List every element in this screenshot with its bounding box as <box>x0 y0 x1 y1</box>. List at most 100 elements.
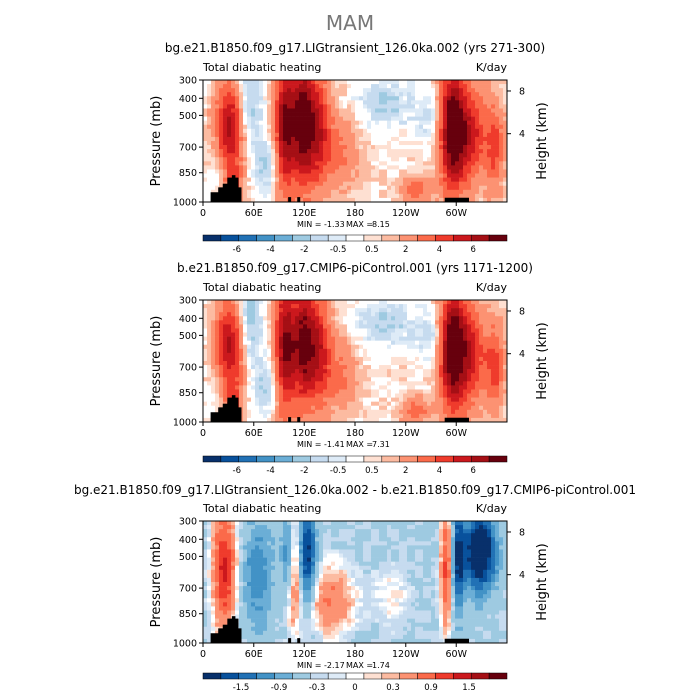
heatmap-cell <box>411 401 416 407</box>
heatmap-cell <box>331 393 336 398</box>
heatmap-cell <box>503 120 508 126</box>
heatmap-cell <box>471 88 476 93</box>
heatmap-cell <box>271 348 276 354</box>
heatmap-cell <box>267 193 272 199</box>
heatmap-cell <box>447 92 452 97</box>
heatmap-cell <box>367 88 372 93</box>
heatmap-cell <box>455 157 460 162</box>
heatmap-cell <box>375 92 380 97</box>
heatmap-cell <box>271 304 276 309</box>
heatmap-cell <box>403 141 408 146</box>
heatmap-cell <box>247 177 252 182</box>
heatmap-cell <box>483 100 488 105</box>
heatmap-cell <box>371 413 376 419</box>
heatmap-cell <box>387 324 392 329</box>
heatmap-cell <box>439 132 444 138</box>
heatmap-cell <box>211 112 216 117</box>
heatmap-cell <box>211 521 216 526</box>
heatmap-cell <box>435 128 440 134</box>
heatmap-cell <box>215 328 220 333</box>
heatmap-cell <box>495 120 500 126</box>
heatmap-cell <box>279 161 284 166</box>
heatmap-cell <box>483 417 488 423</box>
heatmap-cell <box>295 189 300 195</box>
heatmap-cell <box>207 104 212 109</box>
heatmap-cell <box>407 521 412 526</box>
heatmap-cell <box>243 128 248 134</box>
heatmap-cell <box>243 312 248 317</box>
heatmap-cell <box>279 185 284 191</box>
heatmap-cell <box>223 316 228 321</box>
heatmap-cell <box>419 145 424 150</box>
heatmap-cell <box>323 332 328 337</box>
heatmap-cell <box>359 136 364 142</box>
heatmap-cell <box>239 348 244 354</box>
heatmap-cell <box>491 165 496 170</box>
heatmap-cell <box>259 320 264 325</box>
heatmap-cell <box>351 128 356 134</box>
heatmap-cell <box>351 157 356 162</box>
heatmap-cell <box>359 84 364 89</box>
heatmap-cell <box>339 185 344 191</box>
heatmap-cell <box>355 153 360 158</box>
heatmap-cell <box>283 145 288 150</box>
heatmap-cell <box>239 308 244 313</box>
heatmap-cell <box>259 189 264 195</box>
heatmap-cell <box>311 316 316 321</box>
heatmap-cell <box>307 116 312 121</box>
heatmap-cell <box>427 413 432 419</box>
heatmap-cell <box>451 352 456 358</box>
heatmap-cell <box>439 308 444 313</box>
heatmap-cell <box>467 361 472 366</box>
heatmap-cell <box>251 165 256 170</box>
heatmap-cell <box>471 153 476 158</box>
heatmap-cell <box>383 401 388 407</box>
heatmap-cell <box>371 401 376 407</box>
heatmap-cell <box>455 92 460 97</box>
heatmap-cell <box>447 356 452 362</box>
heatmap-cell <box>367 112 372 117</box>
heatmap-cell <box>419 352 424 358</box>
heatmap-cell <box>471 104 476 109</box>
heatmap-cell <box>359 108 364 113</box>
heatmap-cell <box>283 312 288 317</box>
heatmap-cell <box>399 92 404 97</box>
heatmap-cell <box>379 181 384 187</box>
heatmap-cell <box>435 84 440 89</box>
heatmap-cell <box>387 361 392 366</box>
heatmap-cell <box>415 145 420 150</box>
heatmap-cell <box>459 340 464 346</box>
heatmap-cell <box>375 80 380 85</box>
heatmap-cell <box>415 173 420 178</box>
heatmap-cell <box>307 136 312 142</box>
heatmap-cell <box>367 381 372 386</box>
heatmap-cell <box>487 88 492 93</box>
heatmap-cell <box>227 149 232 154</box>
heatmap-cell <box>359 348 364 354</box>
heatmap-cell <box>471 389 476 394</box>
heatmap-cell <box>207 521 212 526</box>
heatmap-cell <box>451 529 456 534</box>
heatmap-cell <box>383 136 388 142</box>
chart-panel-3: bg.e21.B1850.f09_g17.LIGtransient_126.0k… <box>74 483 636 693</box>
heatmap-cell <box>203 417 208 423</box>
heatmap-cell <box>387 96 392 101</box>
heatmap-cell <box>399 521 404 526</box>
heatmap-cell <box>435 136 440 142</box>
heatmap-cell <box>407 100 412 105</box>
heatmap-cell <box>467 397 472 402</box>
heatmap-cell <box>207 344 212 350</box>
heatmap-cell <box>227 120 232 126</box>
heatmap-cell <box>319 304 324 309</box>
heatmap-cell <box>443 177 448 182</box>
heatmap-cell <box>363 124 368 130</box>
heatmap-cell <box>423 108 428 113</box>
heatmap-cell <box>419 308 424 313</box>
heatmap-cell <box>335 340 340 346</box>
figure-title: MAM <box>326 11 374 35</box>
heatmap-cell <box>299 136 304 142</box>
heatmap-cell <box>451 377 456 382</box>
heatmap-cell <box>451 165 456 170</box>
heatmap-cell <box>447 332 452 337</box>
heatmap-cell <box>207 361 212 366</box>
